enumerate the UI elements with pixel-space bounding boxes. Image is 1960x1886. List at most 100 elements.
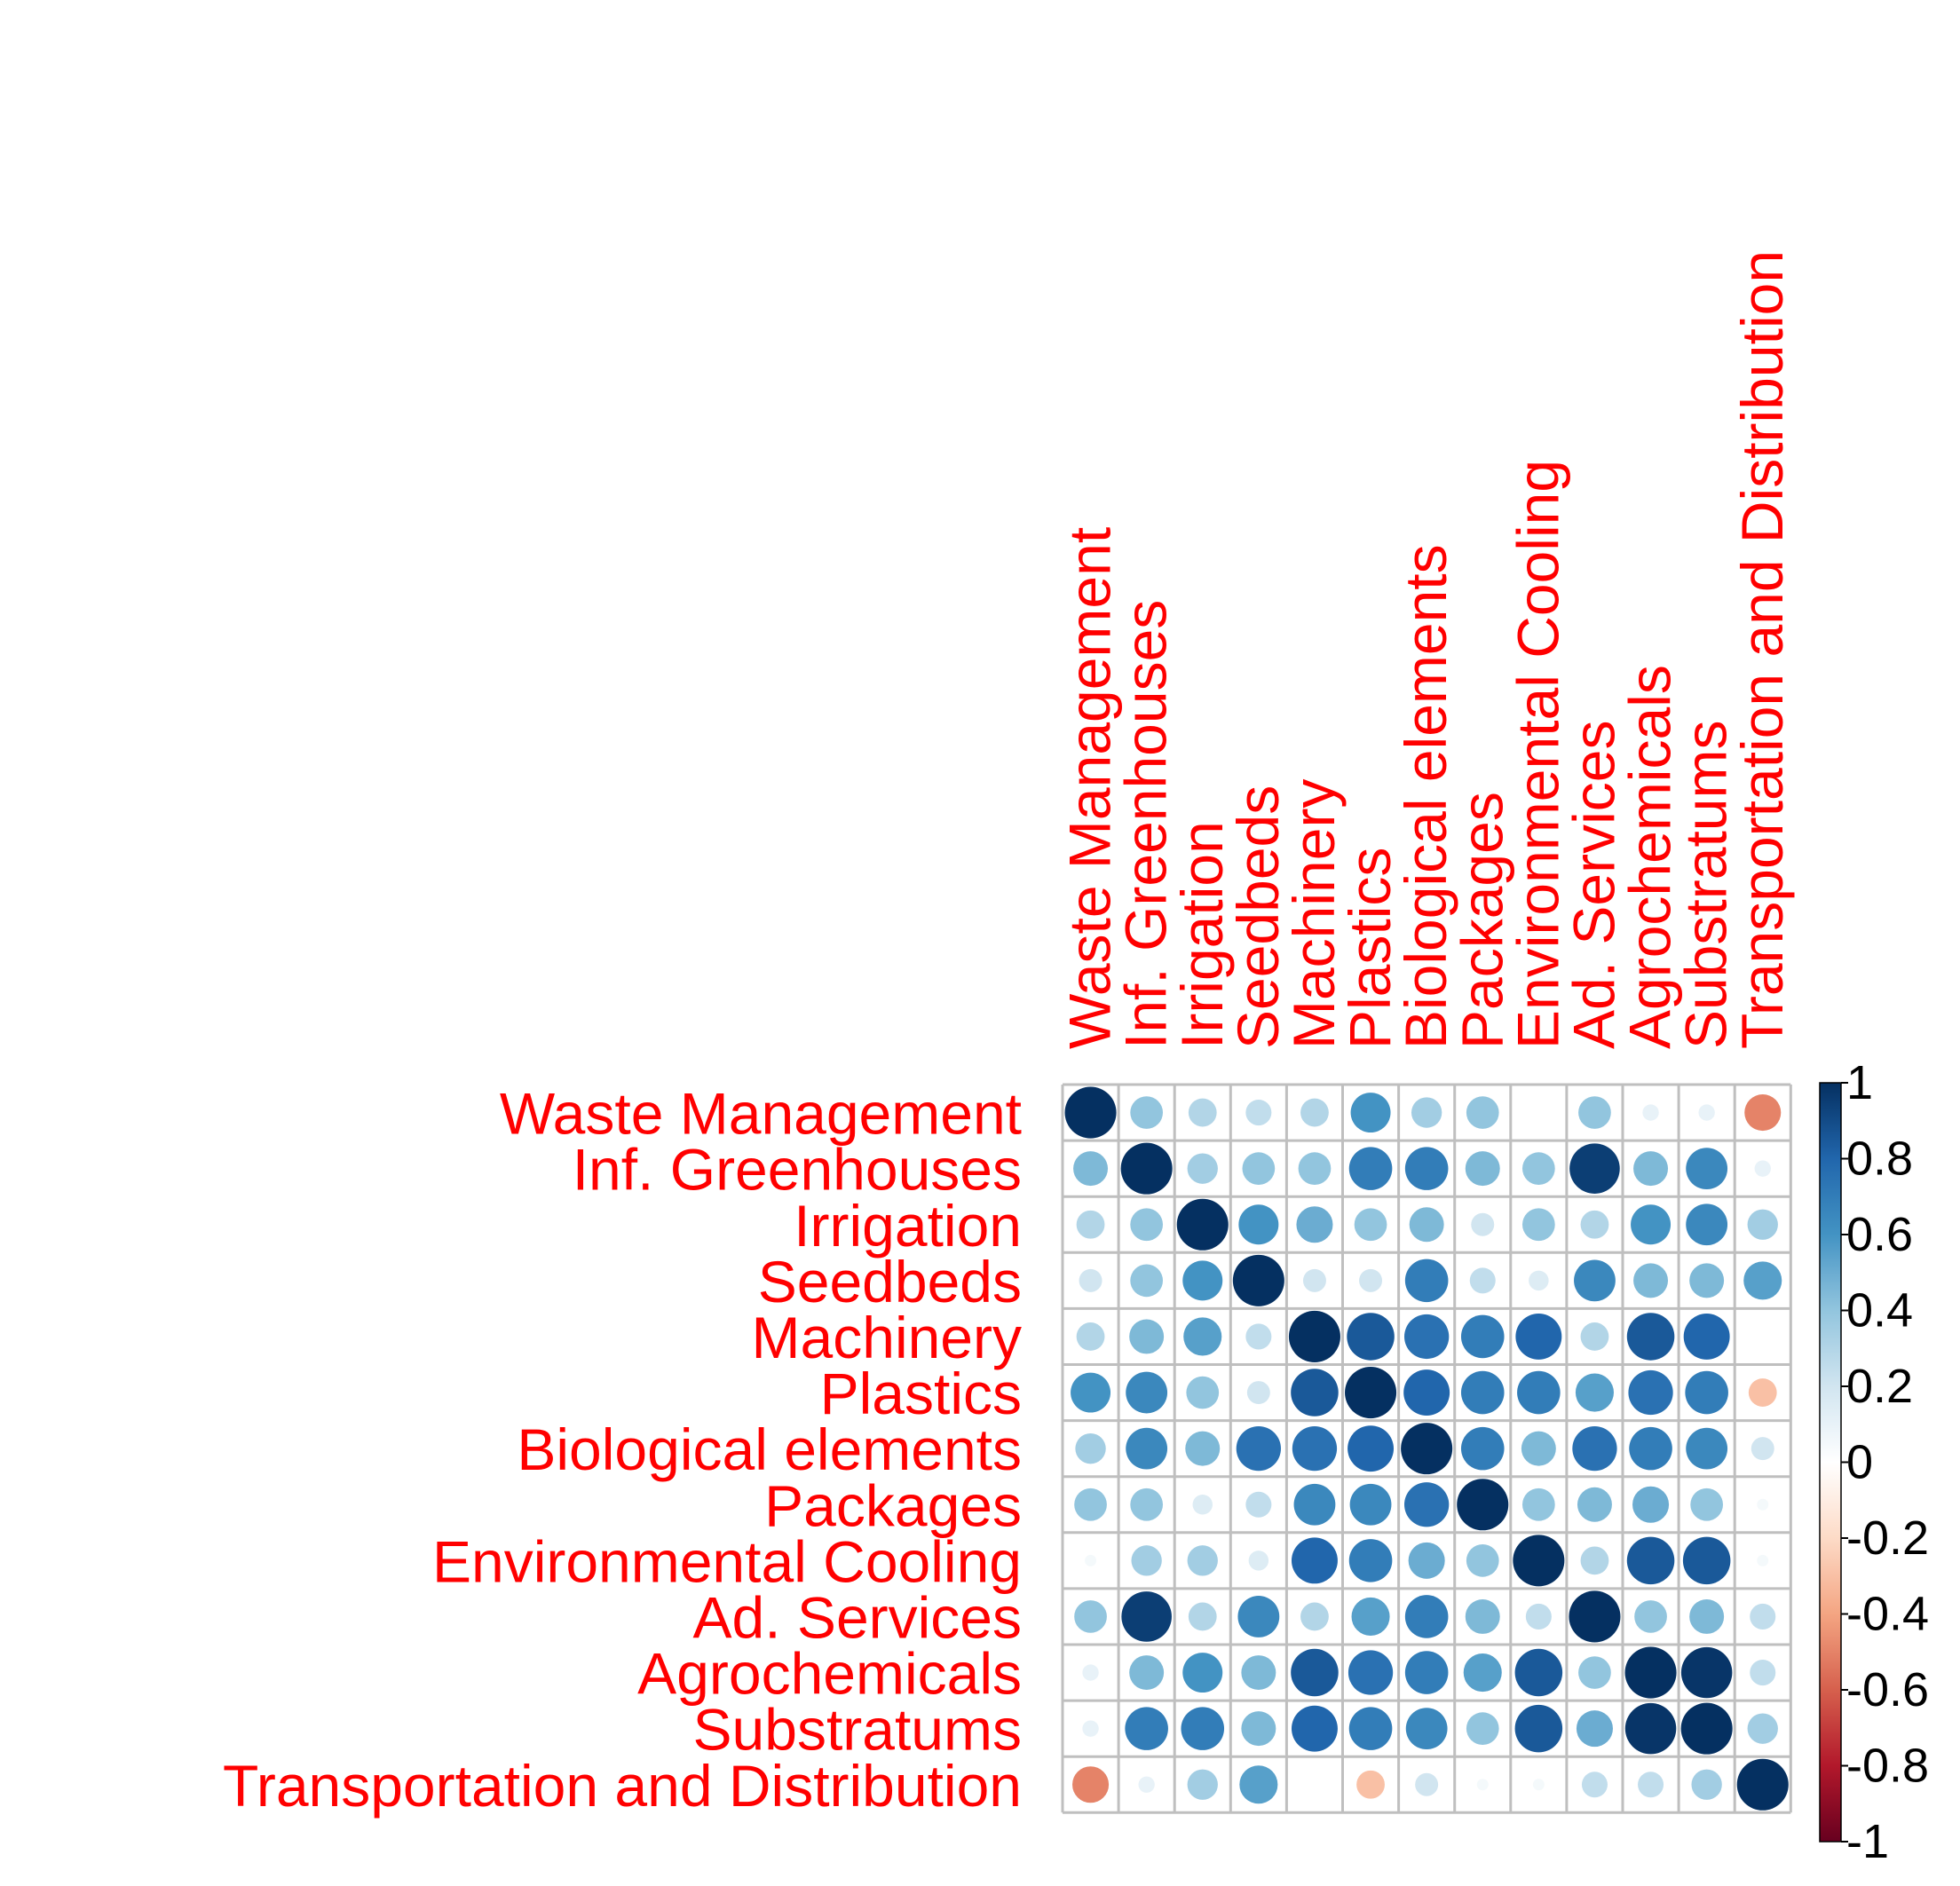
correlation-circle bbox=[1300, 1098, 1329, 1127]
correlation-circle bbox=[1242, 1152, 1276, 1186]
correlation-circle bbox=[1300, 1602, 1329, 1631]
correlation-circle bbox=[1071, 1372, 1111, 1413]
correlation-circle bbox=[1576, 1710, 1613, 1748]
correlation-circle bbox=[1302, 1268, 1326, 1292]
column-label: Plastics bbox=[1337, 848, 1403, 1049]
correlation-circle bbox=[1629, 1426, 1672, 1471]
correlation-circle bbox=[1241, 1655, 1276, 1691]
correlation-circle bbox=[1404, 1314, 1450, 1360]
correlation-circle bbox=[1744, 1094, 1782, 1132]
correlation-circle bbox=[1626, 1536, 1675, 1585]
column-label: Environmental Cooling bbox=[1505, 460, 1570, 1049]
correlation-circle bbox=[1466, 1712, 1499, 1746]
correlation-circle bbox=[1238, 1204, 1279, 1245]
correlation-circle bbox=[1736, 1758, 1789, 1811]
correlation-circle bbox=[1403, 1369, 1450, 1416]
correlation-circle bbox=[1471, 1212, 1495, 1236]
correlation-circle bbox=[1404, 1482, 1450, 1527]
correlation-circle bbox=[1690, 1487, 1724, 1521]
correlation-circle bbox=[1404, 1147, 1449, 1190]
correlation-circle bbox=[1076, 1210, 1105, 1239]
correlation-circle bbox=[1126, 1371, 1168, 1414]
colorbar-tick-label: 0.2 bbox=[1846, 1360, 1913, 1413]
correlation-circle bbox=[1624, 1702, 1677, 1755]
column-label: Inf. Greenhouses bbox=[1113, 600, 1179, 1049]
correlation-circle bbox=[1348, 1147, 1393, 1190]
colorbar-tick-label: -1 bbox=[1846, 1815, 1889, 1868]
correlation-circle bbox=[1514, 1704, 1563, 1753]
correlation-circle bbox=[1457, 1479, 1509, 1531]
colorbar-tick-label: 0.6 bbox=[1846, 1208, 1913, 1261]
column-label: Packages bbox=[1449, 792, 1514, 1049]
correlation-cells bbox=[1064, 1086, 1789, 1811]
row-label: Environmental Cooling bbox=[432, 1528, 1022, 1594]
correlation-circle bbox=[1747, 1209, 1778, 1240]
correlation-circle bbox=[1064, 1086, 1117, 1139]
correlation-circle bbox=[1404, 1259, 1449, 1303]
correlation-circle bbox=[1631, 1204, 1672, 1245]
correlation-circle bbox=[1239, 1765, 1278, 1804]
correlation-circle bbox=[1529, 1270, 1549, 1291]
correlation-circle bbox=[1121, 1591, 1172, 1642]
correlation-circle bbox=[1188, 1602, 1217, 1631]
correlation-circle bbox=[1465, 1598, 1500, 1634]
correlation-circle bbox=[1743, 1261, 1782, 1300]
column-label: Ad. Services bbox=[1561, 721, 1626, 1049]
row-label: Agrochemicals bbox=[637, 1641, 1022, 1707]
correlation-circle bbox=[1293, 1483, 1336, 1526]
correlation-circle bbox=[1076, 1322, 1105, 1351]
correlation-circle bbox=[1183, 1317, 1222, 1356]
correlation-circle bbox=[1569, 1143, 1620, 1194]
correlation-circle bbox=[1241, 1711, 1276, 1747]
correlation-circle bbox=[1683, 1313, 1730, 1360]
correlation-circle bbox=[1349, 1483, 1392, 1526]
correlation-circle bbox=[1578, 1096, 1611, 1129]
correlation-circle bbox=[1751, 1437, 1774, 1461]
correlation-circle bbox=[1291, 1369, 1339, 1416]
correlation-circle bbox=[1187, 1769, 1218, 1800]
correlation-circle bbox=[1580, 1210, 1609, 1239]
correlation-circle bbox=[1245, 1323, 1272, 1350]
correlation-circle bbox=[1415, 1772, 1439, 1796]
correlation-circle bbox=[1689, 1598, 1725, 1634]
correlation-circle bbox=[1073, 1151, 1109, 1187]
column-label: Seedbeds bbox=[1225, 785, 1291, 1049]
correlation-circle bbox=[1404, 1595, 1449, 1638]
correlation-circle bbox=[1460, 1314, 1505, 1359]
correlation-circle bbox=[1075, 1432, 1106, 1464]
correlation-circle bbox=[1682, 1536, 1731, 1585]
correlation-circle bbox=[1296, 1206, 1333, 1243]
correlation-circle bbox=[1466, 1096, 1499, 1129]
correlation-circle bbox=[1633, 1263, 1669, 1298]
correlation-circle bbox=[1754, 1160, 1771, 1177]
correlation-circle bbox=[1130, 1096, 1164, 1129]
correlation-circle bbox=[1079, 1268, 1102, 1292]
correlation-circle bbox=[1757, 1554, 1769, 1566]
correlation-circle bbox=[1130, 1487, 1164, 1521]
column-label: Transportation and Distribution bbox=[1729, 250, 1795, 1049]
correlation-circle bbox=[1181, 1707, 1225, 1750]
correlation-circle bbox=[1569, 1590, 1621, 1643]
correlation-circle bbox=[1580, 1546, 1609, 1575]
correlation-circle bbox=[1129, 1319, 1165, 1354]
correlation-circle bbox=[1351, 1597, 1390, 1636]
column-label: Waste Management bbox=[1057, 527, 1123, 1049]
colorbar-tick-label: -0.8 bbox=[1846, 1740, 1929, 1793]
correlation-circle bbox=[1192, 1495, 1213, 1515]
correlation-circle bbox=[1575, 1373, 1614, 1412]
correlation-circle bbox=[1085, 1554, 1097, 1566]
correlation-circle bbox=[1521, 1431, 1556, 1466]
correlation-circle bbox=[1574, 1259, 1616, 1302]
correlation-circle bbox=[1288, 1310, 1340, 1362]
row-label: Machinery bbox=[752, 1305, 1022, 1370]
correlation-circle bbox=[1245, 1491, 1272, 1518]
correlation-circle bbox=[1691, 1769, 1722, 1800]
correlation-circle bbox=[1748, 1378, 1777, 1407]
correlation-circle bbox=[1138, 1776, 1155, 1793]
correlation-circle bbox=[1685, 1370, 1728, 1415]
correlation-circle bbox=[1348, 1650, 1394, 1695]
correlation-circle bbox=[1476, 1779, 1489, 1791]
